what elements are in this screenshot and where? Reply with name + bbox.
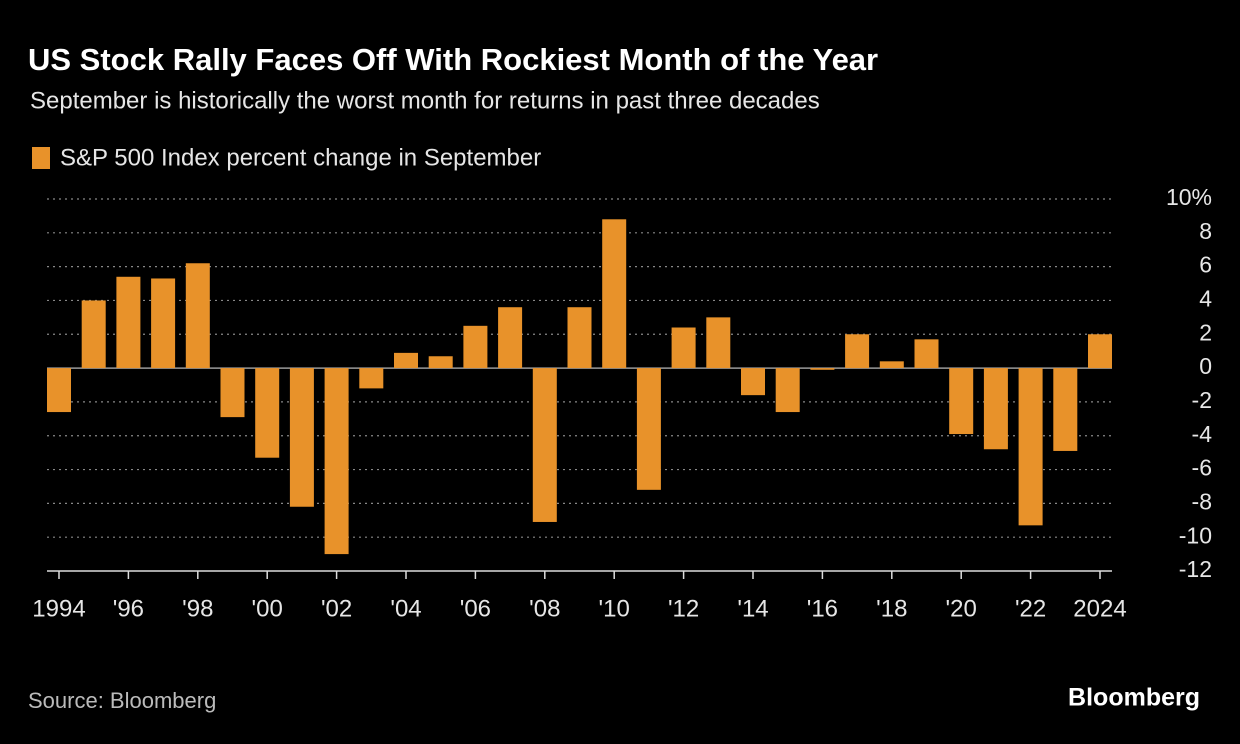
x-tick-label: '22 xyxy=(1015,595,1046,622)
bar xyxy=(220,368,245,418)
chart-subtitle: September is historically the worst mont… xyxy=(30,87,820,114)
y-tick-label: 10% xyxy=(1166,184,1212,210)
bar xyxy=(1018,368,1043,526)
y-tick-label: -8 xyxy=(1192,488,1212,514)
y-tick-label: 4 xyxy=(1199,286,1212,312)
x-tick-label: '00 xyxy=(252,595,283,622)
bar xyxy=(255,368,280,458)
bar xyxy=(949,368,974,435)
bar xyxy=(636,368,661,490)
bar xyxy=(47,368,71,413)
y-tick-label: 8 xyxy=(1199,218,1212,244)
bar xyxy=(498,307,523,369)
bar xyxy=(1088,334,1112,369)
x-tick-label: '10 xyxy=(599,595,630,622)
chart-title: US Stock Rally Faces Off With Rockiest M… xyxy=(28,42,878,77)
x-tick-label: 1994 xyxy=(32,595,85,622)
x-tick-label: '08 xyxy=(529,595,560,622)
x-tick-label: '12 xyxy=(668,595,699,622)
bar xyxy=(81,300,106,369)
x-tick-label: '02 xyxy=(321,595,352,622)
x-tick-label: '18 xyxy=(876,595,907,622)
y-tick-label: 0 xyxy=(1199,353,1212,379)
x-tick-label: 2024 xyxy=(1073,595,1126,622)
bar xyxy=(428,356,453,369)
x-tick-label: '04 xyxy=(390,595,421,622)
bar xyxy=(741,368,765,396)
bar xyxy=(567,307,592,369)
bar xyxy=(810,368,835,370)
bar xyxy=(879,361,904,369)
bar xyxy=(289,368,314,507)
bar xyxy=(324,368,349,555)
y-tick-label: -4 xyxy=(1192,421,1213,447)
x-tick-label: '96 xyxy=(113,595,144,622)
y-tick-label: -2 xyxy=(1192,387,1212,413)
bar xyxy=(394,352,418,369)
x-tick-label: '06 xyxy=(460,595,491,622)
y-tick-label: -10 xyxy=(1179,522,1212,548)
y-tick-label: -12 xyxy=(1179,556,1212,582)
bar xyxy=(151,278,176,369)
y-tick-label: 2 xyxy=(1199,319,1212,345)
bar xyxy=(1053,368,1078,451)
bar xyxy=(602,219,627,369)
bar xyxy=(532,368,557,522)
bar xyxy=(914,339,939,369)
bar xyxy=(706,317,731,369)
y-tick-label: 6 xyxy=(1199,252,1212,278)
legend-swatch xyxy=(32,147,50,169)
bar xyxy=(463,325,488,369)
bar xyxy=(983,368,1008,450)
bar xyxy=(359,368,384,389)
x-tick-label: '16 xyxy=(807,595,838,622)
x-tick-label: '98 xyxy=(182,595,213,622)
bar xyxy=(671,327,696,369)
bar xyxy=(775,368,800,413)
x-tick-label: '20 xyxy=(946,595,977,622)
bar xyxy=(116,276,141,369)
source: Source: Bloomberg xyxy=(28,688,216,713)
logo: Bloomberg xyxy=(1068,684,1200,712)
y-tick-label: -6 xyxy=(1192,455,1212,481)
bar xyxy=(185,263,210,369)
x-tick-label: '14 xyxy=(737,595,768,622)
bar xyxy=(845,334,870,369)
legend-label: S&P 500 Index percent change in Septembe… xyxy=(60,144,541,171)
